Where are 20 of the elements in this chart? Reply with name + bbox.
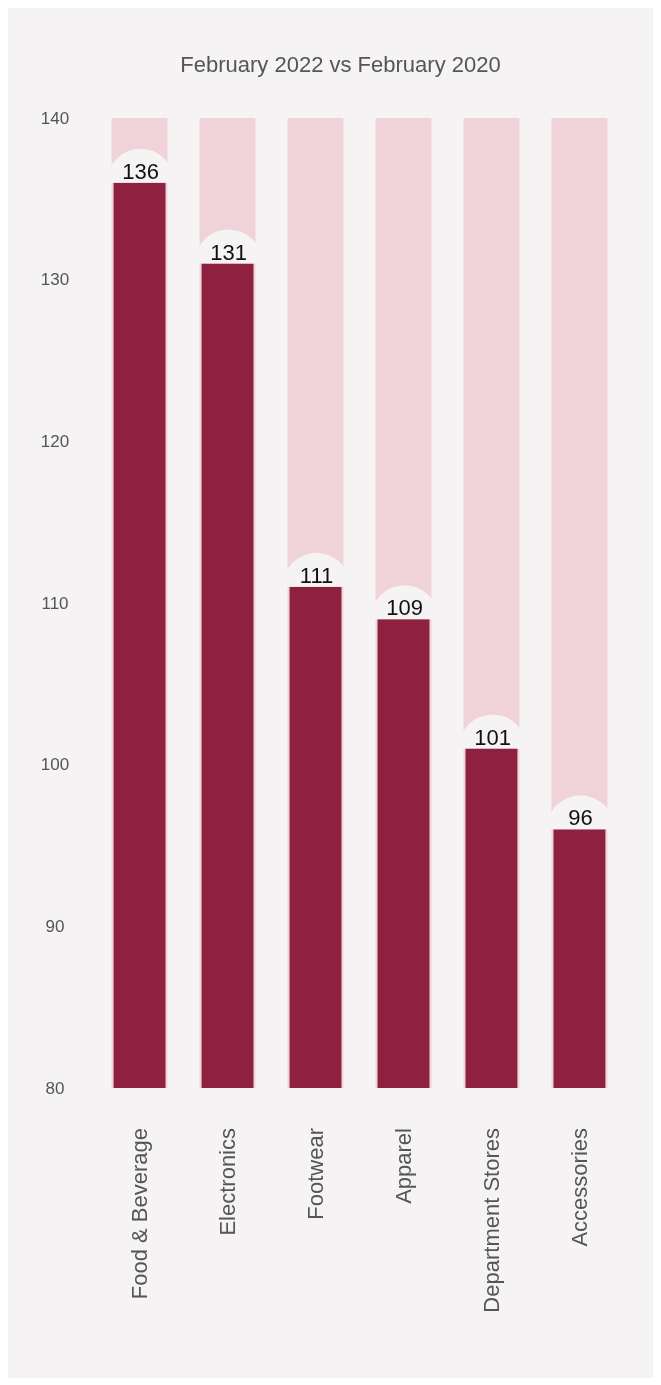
data-label: 96	[568, 805, 593, 831]
x-tick-label: Apparel	[390, 1128, 416, 1204]
data-label: 131	[210, 239, 247, 265]
data-label: 109	[386, 595, 423, 621]
y-tick-label: 130	[40, 270, 70, 290]
y-tick-label: 110	[41, 593, 69, 613]
y-tick-label: 90	[45, 916, 65, 936]
data-label: 111	[299, 562, 334, 588]
x-tick-label: Food & Beverage	[127, 1128, 153, 1300]
x-tick-label: Accessories	[566, 1128, 592, 1247]
data-label: 101	[474, 724, 511, 750]
data-label: 136	[122, 158, 159, 184]
y-tick-label: 120	[40, 431, 70, 451]
y-tick-label: 80	[45, 1078, 65, 1098]
x-tick-label: Department Stores	[478, 1128, 504, 1313]
x-tick-label: Electronics	[215, 1128, 241, 1236]
chart-title: February 2022 vs February 2020	[180, 52, 501, 77]
y-tick-label: 140	[40, 108, 70, 128]
y-tick-label: 100	[40, 755, 70, 775]
x-tick-label: Footwear	[303, 1128, 329, 1220]
